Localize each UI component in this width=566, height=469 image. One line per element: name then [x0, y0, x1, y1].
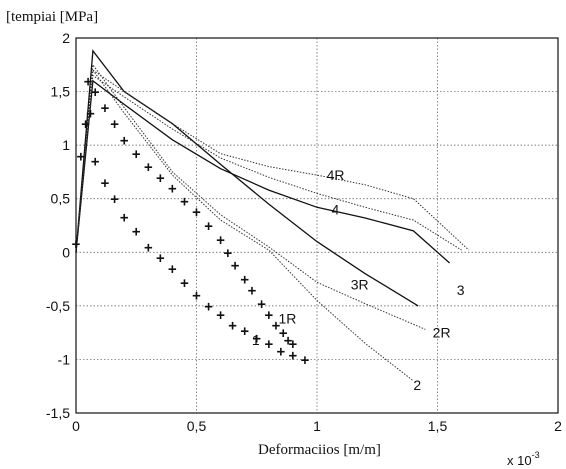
curve-label-1R: 1R	[278, 311, 296, 327]
series-1R-point: +	[204, 219, 212, 235]
series-3R-line	[75, 49, 419, 307]
series-1R-point: +	[257, 297, 265, 313]
series-4-line	[75, 74, 462, 253]
series-1R-point: +	[192, 205, 200, 221]
curve-label-3: 3	[457, 282, 465, 298]
y-tick-label: -0,5	[46, 298, 70, 314]
series-1-point: +	[216, 307, 224, 323]
series-1R-point: +	[101, 101, 109, 117]
series-1-point: +	[301, 352, 309, 368]
series-1R-point: +	[240, 272, 248, 288]
series-1-point: +	[120, 210, 128, 226]
series-1R-point: +	[144, 160, 152, 176]
series-1R-point: +	[224, 245, 232, 261]
curve-label-2R: 2R	[433, 325, 451, 341]
x-tick-label: 1,5	[428, 418, 448, 434]
series-1-point: +	[132, 224, 140, 240]
series-1-point: +	[77, 149, 85, 165]
y-tick-label: 1,5	[51, 84, 71, 100]
y-tick-label: 2	[62, 30, 70, 46]
x-multiplier-base: x 10	[507, 453, 532, 468]
x-tick-label: 0	[72, 418, 80, 434]
y-tick-label: -1	[58, 351, 71, 367]
series-1R-point: +	[91, 85, 99, 101]
curve-label-4: 4	[331, 201, 339, 217]
series-group: +++++++++++++++++ + + + + + ++++++++++++++++++…	[72, 49, 470, 382]
x-tick-label: 1	[313, 418, 321, 434]
series-1R-point: +	[156, 170, 164, 186]
curve-label-4R: 4R	[327, 167, 345, 183]
y-tick-label: -1,5	[46, 405, 70, 421]
series-1-point: +	[289, 348, 297, 364]
curve-label-3R: 3R	[351, 276, 369, 292]
series-1R-point: +	[265, 307, 273, 323]
series-1-point: +	[168, 261, 176, 277]
series-3-line	[75, 79, 451, 264]
series-1R-point: +	[84, 74, 92, 90]
tick-labels: 0 0,5 1 1,5 2 2 1,5 1 0,5 0 -0,5 -1 -1,5	[46, 30, 562, 434]
x-multiplier-exponent: -3	[532, 450, 540, 460]
series-1-point: +	[101, 176, 109, 192]
series-4R-line	[75, 69, 470, 253]
series-1-point: +	[81, 117, 89, 133]
series-1R-point: +	[279, 326, 287, 342]
series-1-point: +	[192, 288, 200, 304]
curve-label-2: 2	[413, 377, 421, 393]
gridlines	[76, 38, 558, 413]
plot-frame	[75, 37, 559, 414]
x-tick-label: 0,5	[187, 418, 207, 434]
series-1-point: +	[204, 299, 212, 315]
y-tick-label: 0	[62, 244, 70, 260]
series-1R-point: +	[284, 333, 292, 349]
series-1R-point: +	[110, 117, 118, 133]
series-1R-point: +	[132, 147, 140, 163]
series-2-line	[75, 68, 414, 382]
series-1-point: +	[265, 336, 273, 352]
series-1-point: +	[277, 344, 285, 360]
series-1R-point: +	[289, 336, 297, 352]
x-tick-label: 2	[554, 418, 562, 434]
series-1R-point: +	[231, 258, 239, 274]
series-1-point: +	[253, 331, 261, 347]
series-1R-point: +	[248, 283, 256, 299]
x-multiplier: x 10-3	[507, 450, 540, 468]
series-1R-point: +	[120, 133, 128, 149]
series-1-point: +	[86, 106, 94, 122]
curve-labels: 4R 4 3R 3 2R 2 1R 1	[252, 167, 465, 393]
series-1-point: +	[144, 240, 152, 256]
series-1R-point: +	[168, 181, 176, 197]
series-1R-point: +	[180, 194, 188, 210]
series-1-point: +	[228, 318, 236, 334]
series-1-point: +	[110, 192, 118, 208]
series-1-point: +	[91, 154, 99, 170]
y-axis-label: [tempiai [MPa]	[6, 9, 98, 25]
series-1R-point: +	[272, 318, 280, 334]
series-1-point: +	[180, 275, 188, 291]
series-1-point: +	[156, 251, 164, 267]
series-1R-point: +	[216, 232, 224, 248]
x-axis-label: Deformaciios [m/m]	[258, 442, 381, 458]
y-tick-label: 0,5	[51, 191, 71, 207]
series-1-point: +	[240, 324, 248, 340]
curve-label-1: 1	[252, 332, 260, 348]
y-tick-label: 1	[62, 137, 70, 153]
